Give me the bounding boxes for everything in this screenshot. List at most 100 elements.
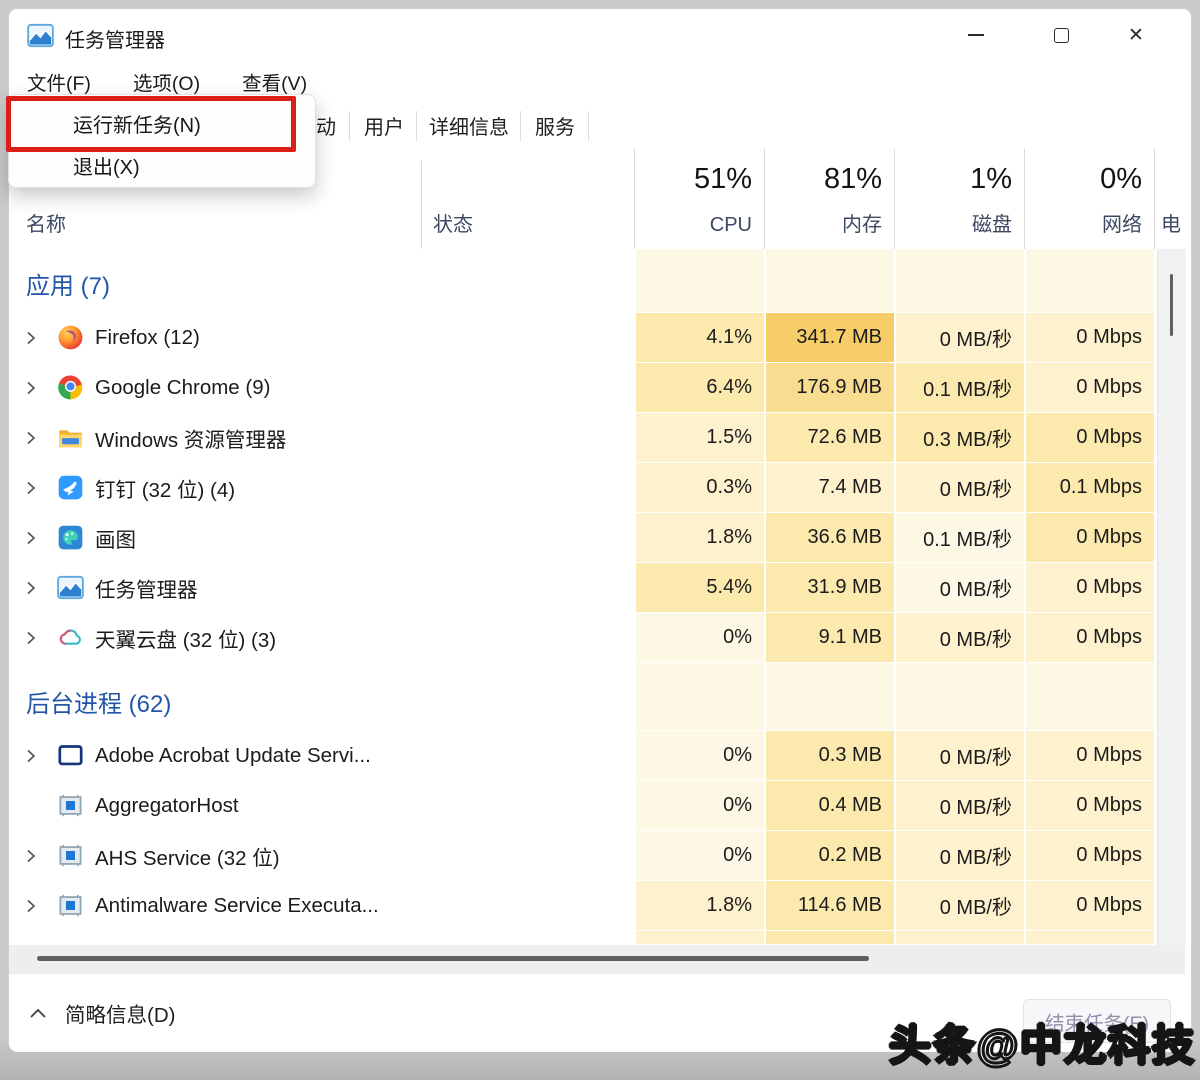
usage-cell-disk: 0 MB/秒 [894,881,1024,930]
menu-item-exit[interactable]: 退出(X) [73,156,140,179]
process-row[interactable]: 任务管理器 5.4% 31.9 MB 0 MB/秒 0 Mbps [9,563,1185,613]
process-row[interactable]: AggregatorHost 0% 0.4 MB 0 MB/秒 0 Mbps [9,781,1185,831]
usage-cell-cpu: 1.8% [634,881,764,930]
process-name-cell: 任务管理器 [9,563,421,613]
usage-cell-cpu: 0% [634,731,764,780]
usage-cell-mem: 36.6 MB [764,513,894,562]
process-name-cell: Adobe Acrobat Update Servi... [9,731,421,781]
menu-options[interactable]: 选项(O) [132,72,201,95]
chevron-right-icon[interactable] [23,530,39,546]
process-row[interactable]: Windows 资源管理器 1.5% 72.6 MB 0.3 MB/秒 0 Mbps [9,413,1185,463]
chevron-right-icon[interactable] [23,848,39,864]
process-row[interactable]: Antimalware Service Executa... 1.8% 114.6 … [9,881,1185,931]
tab-users[interactable]: 用户 [364,116,404,139]
usage-cell-mem: 0.3 MB [764,731,894,780]
process-name: Google Chrome (9) [95,376,271,399]
horizontal-scrollbar[interactable] [9,945,1185,973]
mem-column-label: 内存 [842,214,882,236]
footer-bar: 简略信息(D) 结束任务(E) [9,973,1185,1052]
horizontal-scrollbar-thumb[interactable] [37,956,869,961]
minimize-button[interactable] [953,15,999,55]
column-mem[interactable]: 81% 内存 [764,149,894,249]
usage-cell-mem: 176.9 MB [764,363,894,412]
cpu-column-label: CPU [709,214,752,236]
close-button[interactable]: ✕ [1113,15,1159,55]
column-name[interactable]: 名称 [26,214,66,236]
chevron-right-icon[interactable] [23,380,39,396]
usage-cell-disk: 0 MB/秒 [894,563,1024,612]
fewer-details-toggle[interactable]: 简略信息(D) [29,998,175,1028]
end-task-button[interactable]: 结束任务(E) [1023,999,1171,1043]
menu-view[interactable]: 查看(V) [242,72,308,95]
watermark-text: 头条@中龙科技 [888,1021,1196,1070]
chevron-right-icon[interactable] [23,430,39,446]
usage-cell-disk: 0.3 MB/秒 [894,413,1024,462]
column-net[interactable]: 0% 网络 [1024,149,1154,249]
chevron-right-icon[interactable] [23,630,39,646]
fewer-details-label: 简略信息(D) [65,1004,176,1027]
usage-cell-cpu: 0.3% [634,463,764,512]
close-icon: ✕ [1128,24,1144,46]
usage-cell-net: 0.1 Mbps [1024,463,1154,512]
tab-separator [349,111,350,141]
menu-item-run-new-task[interactable]: 运行新任务(N) [73,114,201,137]
process-row[interactable]: 天翼云盘 (32 位) (3) 0% 9.1 MB 0 MB/秒 0 Mbps [9,613,1185,663]
usage-cell-disk: 0 MB/秒 [894,463,1024,512]
usage-cell-disk: 0.1 MB/秒 [894,363,1024,412]
column-cpu[interactable]: 51% CPU [634,149,764,249]
usage-cell-mem: 114.6 MB [764,881,894,930]
cpu-total-percent: 51% [693,163,752,195]
usage-cell-disk: 0 MB/秒 [894,313,1024,362]
service-icon [57,892,84,919]
section-title: 应用 (7) [26,273,110,300]
process-row[interactable]: Google Chrome (9) 6.4% 176.9 MB 0.1 MB/秒 0 M… [9,363,1185,413]
usage-cell-cpu [634,931,764,944]
section-header[interactable]: 应用 (7) [9,249,1185,313]
window-title: 任务管理器 [65,30,165,52]
chevron-right-icon[interactable] [23,480,39,496]
process-name-cell: 天翼云盘 (32 位) (3) [9,613,421,663]
maximize-button[interactable] [1038,15,1084,55]
chrome-icon [57,374,84,401]
file-menu-dropdown: 运行新任务(N) 退出(X) [8,94,316,188]
cloud-icon [57,624,84,651]
section-header[interactable]: 后台进程 (62) [9,663,1185,731]
process-name: 任务管理器 [95,579,198,602]
dingtalk-icon [57,474,84,501]
usage-cell-net [1024,663,1154,730]
tab-details[interactable]: 详细信息 [429,116,509,139]
disk-column-label: 磁盘 [972,214,1012,236]
chevron-right-icon[interactable] [23,898,39,914]
column-status[interactable]: 状态 [433,214,473,236]
usage-cell-net: 0 Mbps [1024,881,1154,930]
process-name: 画图 [95,529,136,552]
usage-cell-mem [764,931,894,944]
column-power-partial[interactable]: 电 [1161,214,1181,236]
process-row[interactable]: 画图 1.8% 36.6 MB 0.1 MB/秒 0 Mbps [9,513,1185,563]
process-row[interactable]: Firefox (12) 4.1% 341.7 MB 0 MB/秒 0 Mbps [9,313,1185,363]
usage-cell-net: 0 Mbps [1024,313,1154,362]
process-row[interactable]: AHS Service (32 位) 0% 0.2 MB 0 MB/秒 0 Mbps [9,831,1185,881]
chevron-right-icon[interactable] [23,580,39,596]
usage-cell-disk: 0.1 MB/秒 [894,513,1024,562]
chevron-right-icon[interactable] [23,748,39,764]
tab-separator [520,111,521,141]
process-row[interactable]: 钉钉 (32 位) (4) 0.3% 7.4 MB 0 MB/秒 0.1 Mbps [9,463,1185,513]
chevron-right-icon[interactable] [23,330,39,346]
usage-cell-cpu: 0% [634,781,764,830]
vertical-scrollbar[interactable] [1157,249,1186,945]
usage-cell-cpu: 6.4% [634,363,764,412]
vertical-scrollbar-thumb[interactable] [1170,274,1173,336]
service-icon [57,792,84,819]
tab-services[interactable]: 服务 [535,116,575,139]
tab-startup-partial[interactable]: 动 [316,116,336,139]
title-bar: 任务管理器 ✕ [9,9,1191,61]
maximize-icon [1053,27,1069,43]
column-disk[interactable]: 1% 磁盘 [894,149,1024,249]
usage-cell-cpu: 5.4% [634,563,764,612]
menu-file[interactable]: 文件(F) [27,72,91,95]
process-row[interactable]: Adobe Acrobat Update Servi... 0% 0.3 MB 0 M… [9,731,1185,781]
process-name-cell: 画图 [9,513,421,563]
usage-cell-cpu: 0% [634,831,764,880]
process-name-cell: Google Chrome (9) [9,363,421,413]
